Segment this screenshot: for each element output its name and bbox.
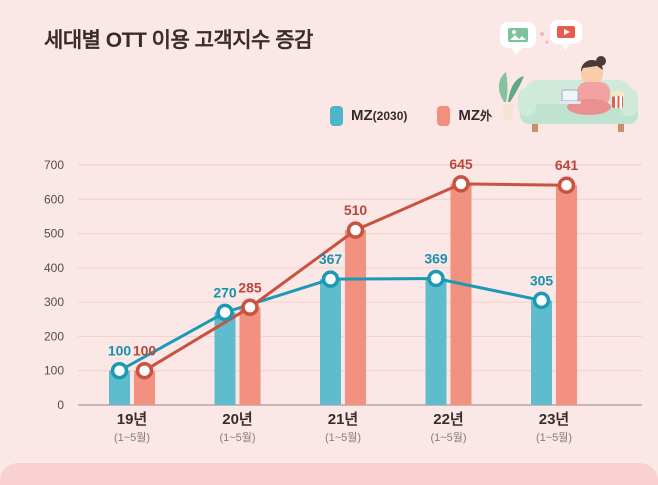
x-category-sublabel: (1~5월) xyxy=(219,431,255,444)
marker-MZ(2030) xyxy=(216,303,234,322)
bar-MZ外-23년 xyxy=(556,185,577,405)
bar-MZ(2030)-19년 xyxy=(109,370,130,405)
bar-MZ外-19년 xyxy=(134,370,155,405)
value-label: 285 xyxy=(238,279,262,295)
legend-item-non-mz: MZ外 xyxy=(437,106,492,126)
value-label: 645 xyxy=(449,156,473,172)
x-category-sublabel: (1~5월) xyxy=(325,431,361,444)
bar-MZ(2030)-20년 xyxy=(214,312,236,405)
y-tick-label: 400 xyxy=(44,261,64,275)
x-category-label: 22년 xyxy=(433,411,464,428)
legend-label-non-mz: MZ外 xyxy=(458,107,493,124)
marker-MZ外 xyxy=(557,176,576,194)
value-label: 100 xyxy=(133,343,157,359)
bar-MZ(2030)-22년 xyxy=(425,278,447,405)
marker-MZ外 xyxy=(135,361,154,380)
value-label: 367 xyxy=(319,251,343,267)
x-category-label: 23년 xyxy=(539,411,570,428)
bar-MZ(2030)-21년 xyxy=(320,279,341,405)
bar-MZ外-21년 xyxy=(345,230,366,405)
marker-MZ外 xyxy=(452,175,470,193)
chart-area: 0 100 200 300 400 500 600 700 100 270 367 369 305 100… xyxy=(0,135,658,458)
legend-swatch-non-mz xyxy=(437,106,451,126)
y-tick-label: 700 xyxy=(44,158,64,172)
marker-MZ(2030) xyxy=(321,270,340,288)
marker-MZ(2030) xyxy=(532,291,551,310)
x-category-sublabel: (1~5월) xyxy=(114,431,150,444)
x-category-label: 19년 xyxy=(117,411,148,428)
dot xyxy=(545,40,549,44)
chart-legend: MZ(2030) MZ外 xyxy=(330,106,492,126)
legend-label-mz: MZ(2030) xyxy=(351,107,408,124)
value-label: 270 xyxy=(213,284,237,300)
y-tick-label: 200 xyxy=(44,329,64,343)
bar-MZ外-22년 xyxy=(450,183,472,405)
y-tick-label: 0 xyxy=(57,398,64,412)
footer-strip xyxy=(0,463,658,485)
legend-item-mz: MZ(2030) xyxy=(330,106,407,126)
marker-MZ外 xyxy=(241,298,259,317)
page-title: 세대별 OTT 이용 고객지수 증감 xyxy=(44,29,313,52)
x-category-label: 20년 xyxy=(222,411,253,428)
x-category-sublabel: (1~5월) xyxy=(430,431,466,444)
x-category-sublabel: (1~5월) xyxy=(536,431,572,444)
dot xyxy=(540,32,544,36)
plant-icon xyxy=(498,72,524,120)
y-tick-label: 100 xyxy=(44,364,64,378)
y-tick-label: 600 xyxy=(44,192,64,206)
value-label: 100 xyxy=(108,343,132,359)
marker-MZ外 xyxy=(346,221,365,239)
legend-swatch-mz xyxy=(330,106,343,126)
marker-MZ(2030) xyxy=(110,361,129,380)
value-label: 305 xyxy=(530,272,554,288)
y-tick-label: 300 xyxy=(44,295,64,309)
marker-MZ(2030) xyxy=(427,269,445,288)
popcorn-icon xyxy=(611,90,625,108)
bar-MZ外-20년 xyxy=(239,307,261,405)
person-on-sofa-illustration xyxy=(498,20,638,132)
bar-MZ(2030)-23년 xyxy=(531,300,552,405)
play-bubble-icon xyxy=(550,20,582,50)
value-label: 641 xyxy=(555,157,579,173)
y-tick-label: 500 xyxy=(44,227,64,241)
person-icon xyxy=(559,56,611,115)
value-label: 510 xyxy=(344,202,368,218)
photo-bubble-icon xyxy=(500,22,536,55)
combo-bar-line-chart: 0 100 200 300 400 500 600 700 100 270 367 369 305 100… xyxy=(44,156,642,444)
x-category-label: 21년 xyxy=(328,411,359,428)
value-label: 369 xyxy=(424,250,448,266)
